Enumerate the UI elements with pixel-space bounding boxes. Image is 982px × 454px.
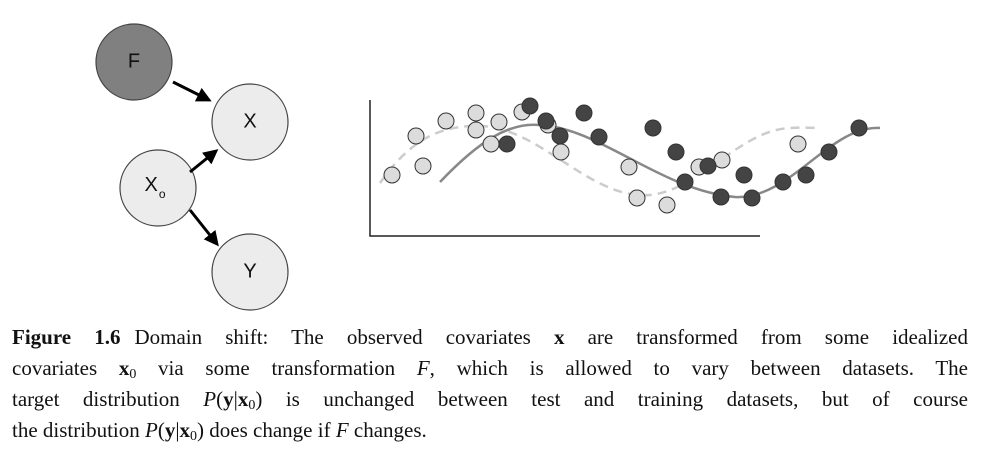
caption-text: P [145,418,158,442]
point [482,135,500,153]
caption-line: Figure 1.6 Domain shift: The observed cov… [12,322,968,353]
caption-text: via some transformation [136,356,417,380]
point [590,128,608,146]
point [383,166,401,184]
point [498,135,516,153]
point [575,104,593,122]
point [628,189,646,207]
node-label: Xo [144,174,165,201]
point [735,166,753,184]
caption-text: P [203,387,217,411]
caption-text: ( [157,418,165,442]
caption-text: x [179,418,191,442]
caption: Figure 1.6 Domain shift: The observed cov… [12,322,968,446]
caption-text: F [416,356,430,380]
caption-text: 0 [190,429,198,444]
node-y [211,233,289,311]
caption-text: Domain shift: The observed covariates [134,325,554,349]
point [820,143,838,161]
caption-text: x [118,356,130,380]
point [644,119,662,137]
edges [172,80,219,247]
caption-line: covariates x0 via some transformation F,… [12,353,968,384]
figure-label: Figure 1.6 [12,325,121,349]
caption-text: y [223,387,234,411]
point [699,157,717,175]
caption-text: 0 [248,398,256,413]
node-f [95,23,173,101]
node-label: Y [243,260,256,282]
caption-text: x [553,325,565,349]
node-label: X [243,110,256,132]
point [552,143,570,161]
point [712,188,730,206]
node-label: F [128,50,140,72]
caption-text: | [175,418,180,442]
caption-text: y [164,418,176,442]
illustration-plot [369,97,881,237]
edge [172,80,212,102]
point [437,112,455,130]
caption-text: 0 [129,367,137,382]
axes [369,100,760,237]
caption-text: F [335,418,349,442]
caption-text: ) is unchanged between test and training… [255,387,968,411]
caption-text: the distribution [12,418,145,442]
point [850,119,868,137]
node-subscript: o [159,187,166,201]
node-label: X [144,174,157,196]
figure: F X Xo Y [95,23,881,311]
caption-text: are transformed from some idealized [564,325,968,349]
point [743,189,761,207]
point [467,121,485,139]
caption-line: target distribution P(y|x0) is unchanged… [12,384,968,415]
graph [95,23,289,311]
caption-text: ( [216,387,224,411]
point [797,166,815,184]
caption-text: ) does change if [197,418,336,442]
point [414,157,432,175]
solid-curve [439,123,881,199]
point [467,104,485,122]
point [407,127,425,145]
edge [189,149,219,174]
point [551,127,569,145]
caption-text: , which is allowed to vary between datas… [429,356,968,380]
point [490,113,508,131]
point [537,112,555,130]
edge [188,209,219,247]
point [774,173,792,191]
caption-text: | [233,387,238,411]
node-xo [119,149,197,227]
node-x [211,83,289,161]
point [676,173,694,191]
point [667,143,685,161]
point [789,135,807,153]
caption-text: target distribution [12,387,204,411]
point [620,158,638,176]
caption-text: covariates [12,356,119,380]
caption-text: x [237,387,249,411]
caption-line: the distribution P(y|x0) does change if … [12,415,968,446]
caption-text: changes. [348,418,427,442]
point [521,97,539,115]
point [658,196,676,214]
